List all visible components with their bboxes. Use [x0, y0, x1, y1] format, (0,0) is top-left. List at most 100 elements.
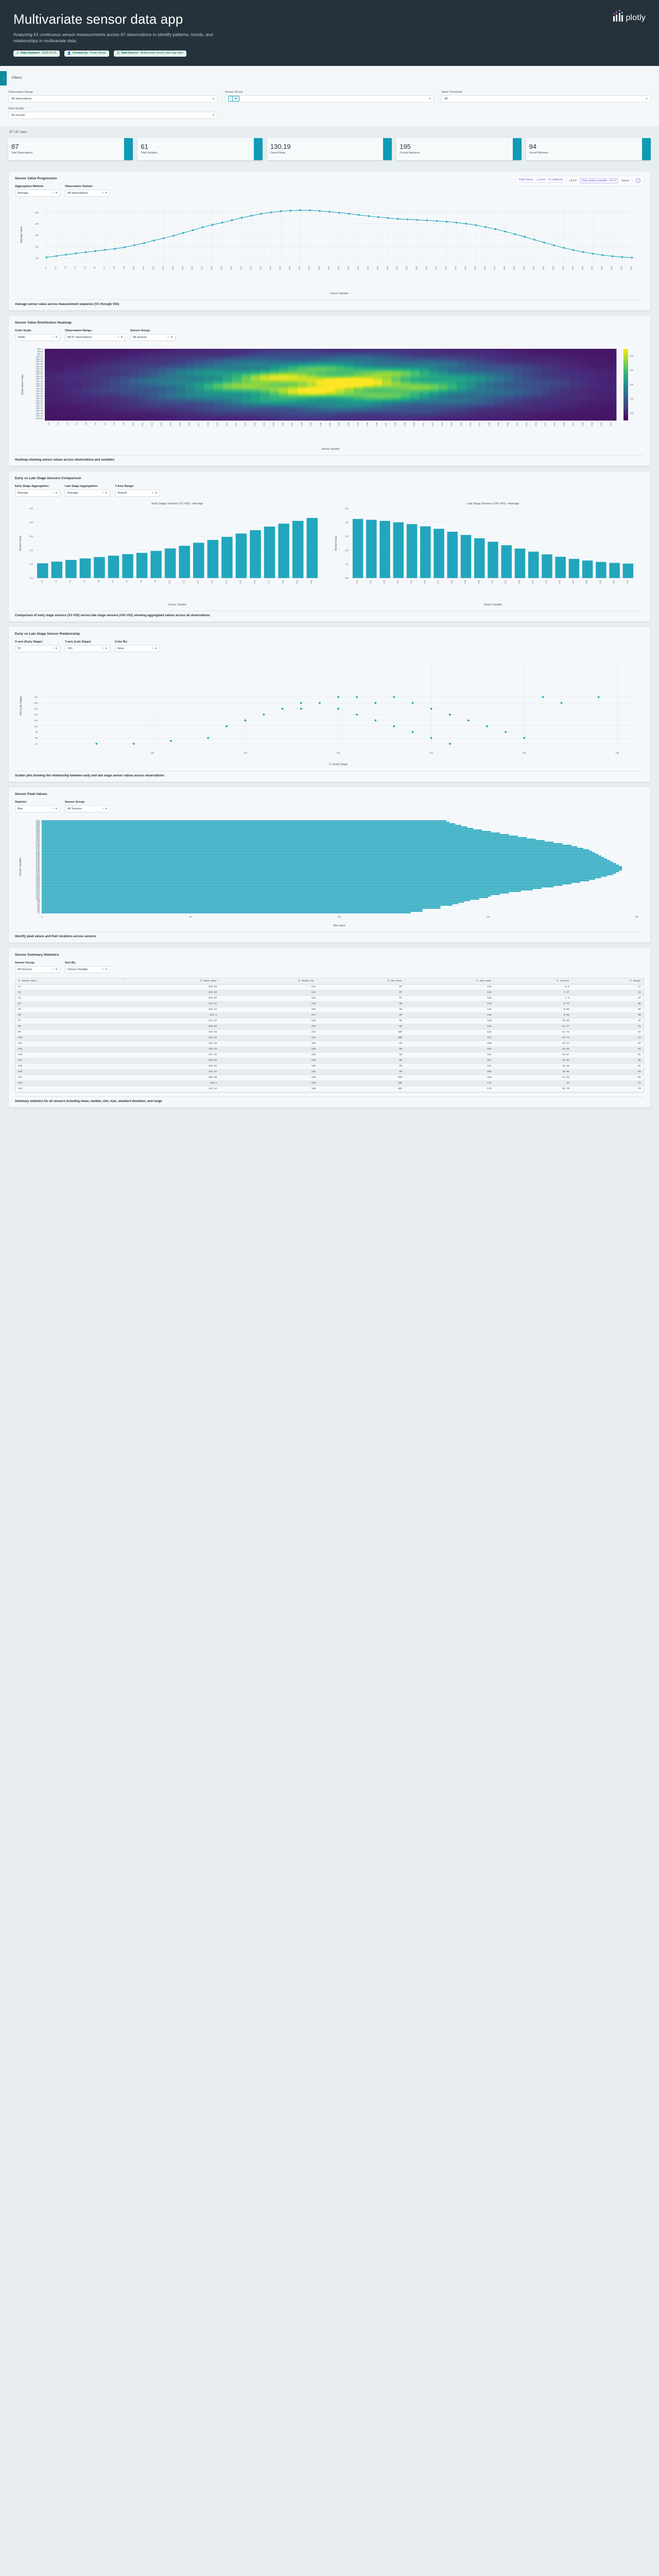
sort-by-select[interactable]: Sensor Variable × ▼ — [65, 965, 110, 973]
table-header-cell[interactable]: ☰ Max Value — [404, 978, 495, 985]
table-row[interactable]: V18 139.1 148 100 172 22 72 — [15, 1080, 644, 1087]
table-cell: 140 — [404, 1018, 494, 1024]
clear-icon[interactable]: × — [52, 807, 54, 810]
clear-icon[interactable]: × — [52, 647, 54, 650]
clear-icon[interactable]: × — [102, 491, 104, 495]
plotly-cloud-link[interactable]: Plotly Cloud — [518, 178, 533, 182]
color-scale-select[interactable]: Viridis × ▼ — [15, 333, 60, 341]
table-cell: 117 — [219, 1012, 319, 1019]
panel-heatmap: Sensor Value Distribution Heatmap Color … — [8, 315, 651, 466]
horizontal-bar-chart-peaks[interactable]: 0 50 100 150 200 V1 V2 V3 V4 V5 V6 V7 V8 V9 V10 V11 V12 V… — [15, 817, 644, 928]
value-threshold-select[interactable]: All ▼ — [441, 95, 651, 103]
table-header-cell[interactable]: ☰ Range — [571, 978, 644, 985]
table-row[interactable]: V9 119.45 122 100 144 11.74 44 — [15, 1029, 644, 1036]
filter-icon[interactable]: ☰ — [387, 979, 390, 982]
clear-icon[interactable]: × — [117, 335, 119, 339]
x-axis-select[interactable]: V1 × ▼ — [15, 645, 60, 652]
table-row[interactable]: V15 132.02 139 99 161 18.36 62 — [15, 1063, 644, 1070]
chevron-down-icon: ▼ — [645, 97, 648, 100]
filter-icon[interactable]: ☰ — [298, 979, 300, 982]
table-row[interactable]: V5 115.13 116 98 134 8.68 36 — [15, 1007, 644, 1013]
table-row[interactable]: V1 110.59 111 97 124 6.9 27 — [15, 984, 644, 990]
early-aggregation-select[interactable]: Average × ▼ — [15, 489, 60, 497]
table-cell: 127.42 — [124, 1052, 220, 1058]
svg-text:V20: V20 — [230, 266, 233, 270]
observation-range-select[interactable]: All observations ▼ — [8, 95, 218, 103]
table-header-cell[interactable]: ☰ Mean Value — [124, 978, 220, 985]
data-quality-select[interactable]: All records ▼ — [8, 111, 218, 119]
table-row[interactable]: V13 127.42 132 99 154 15.67 55 — [15, 1052, 644, 1058]
control-label: Aggregation Method: — [15, 184, 44, 188]
filter-icon[interactable]: ☰ — [18, 979, 21, 982]
filter-value-threshold: Value Threshold All ▼ — [441, 91, 651, 103]
table-row[interactable]: V6 116.1 117 99 138 9.03 39 — [15, 1012, 644, 1019]
clear-icon[interactable]: × — [102, 647, 104, 650]
filter-icon[interactable]: ☰ — [629, 979, 632, 982]
y-axis-range-select[interactable]: Shared × ▼ — [115, 489, 160, 497]
svg-text:V19: V19 — [220, 266, 223, 270]
select-value: All records — [11, 113, 25, 117]
badge-label: Data Source: — [121, 51, 139, 55]
table-row[interactable]: V16 134.37 142 99 165 19.85 66 — [15, 1069, 644, 1075]
table-row[interactable]: V3 112.95 113 97 128 7.4 31 — [15, 995, 644, 1002]
table-row[interactable]: V17 136.98 146 100 168 21.35 68 — [15, 1075, 644, 1081]
table-row[interactable]: V2 111.83 113 97 128 7.37 31 — [15, 990, 644, 996]
statistic-select[interactable]: Max × ▼ — [15, 805, 60, 812]
clear-icon[interactable]: × — [167, 335, 169, 339]
panel-footer: Heatmap showing sensor values across obs… — [15, 454, 644, 462]
svg-text:V14: V14 — [171, 266, 174, 270]
svg-text:V57: V57 — [591, 266, 594, 270]
clear-icon[interactable]: × — [152, 491, 154, 495]
table-row[interactable]: V14 129.62 135 99 157 16.81 58 — [15, 1058, 644, 1064]
late-aggregation-select[interactable]: Average × ▼ — [65, 489, 110, 497]
observation-subset-select[interactable]: All observations × ▼ — [65, 189, 110, 197]
clear-icon[interactable]: × — [102, 807, 104, 810]
aggregation-method-select[interactable]: Average × ▼ — [15, 189, 60, 197]
errors-link[interactable]: △ Errors — [535, 178, 546, 182]
sensor-group-select[interactable]: All sensors × ▼ — [130, 333, 176, 341]
table-header-cell[interactable]: ☰ Median Va... — [219, 978, 319, 985]
filter-icon[interactable]: ☰ — [476, 979, 478, 982]
remove-token-icon[interactable]: × — [229, 96, 233, 101]
table-header-cell[interactable]: ☰ Sensor Varia... — [15, 978, 124, 985]
table-row[interactable]: V12 125.44 128 99 151 14.58 52 — [15, 1046, 644, 1053]
line-chart-sensor-progression[interactable]: 110 120 130 140 150 V1 V2 V3 V4 V5 V6 V7 V8 V9 V10 V11 V… — [15, 201, 644, 296]
dash-update-badge[interactable]: Dash update available - v4.0.0 — [579, 178, 619, 183]
table-cell: 58 — [571, 1058, 644, 1064]
clear-icon[interactable]: × — [52, 968, 54, 971]
table-cell: 99 — [318, 1041, 405, 1047]
table-row[interactable]: V10 121.32 124 100 147 12.73 47 — [15, 1035, 644, 1041]
heatmap-chart[interactable]: Obs 1 Obs 4 Obs 7 Obs 10 Obs 13 Obs 16 Obs 19 O… — [15, 346, 644, 451]
observation-range-select[interactable]: All 87 observations × ▼ — [65, 333, 126, 341]
dash-devtools-bar[interactable]: Plotly Cloud △ Errors ⚙ Callbacks v3.4.0… — [515, 175, 644, 186]
sensor-group-select[interactable]: All Sensors × ▼ — [65, 805, 110, 812]
table-row[interactable]: V8 118.07 119 99 142 11.17 43 — [15, 1024, 644, 1030]
filter-icon[interactable]: ☰ — [556, 979, 559, 982]
table-header-cell[interactable]: ☰ Std Dev — [494, 978, 573, 985]
table-cell: 117.15 — [124, 1018, 220, 1024]
clear-icon[interactable]: × — [52, 191, 54, 195]
sensor-group-token[interactable]: × All — [228, 96, 239, 102]
callbacks-link[interactable]: ⚙ Callbacks — [548, 178, 563, 182]
sensor-group-select[interactable]: × All ▼ — [224, 95, 435, 103]
sensor-group-select[interactable]: All Sensors × ▼ — [15, 965, 60, 973]
color-by-select[interactable]: None × ▼ — [115, 645, 160, 652]
table-row[interactable]: V19 141.11 150 101 175 22.79 74 — [15, 1086, 644, 1092]
clear-icon[interactable]: × — [52, 491, 54, 495]
filter-icon[interactable]: ☰ — [200, 979, 202, 982]
scatter-chart[interactable]: 94 96 98 100 102 104 106 108 110 100 105 110 115 120 1… — [15, 657, 644, 767]
clear-icon[interactable]: × — [102, 191, 104, 195]
svg-text:140: 140 — [35, 223, 39, 225]
devtools-toggle-icon[interactable]: » — [636, 178, 640, 183]
clear-icon[interactable]: × — [152, 647, 154, 650]
table-row[interactable]: V4 114.11 115 99 134 8.74 35 — [15, 1001, 644, 1007]
y-axis-select[interactable]: V61 × ▼ — [65, 645, 110, 652]
table-row[interactable]: V11 123.16 126 99 150 13.47 49 — [15, 1041, 644, 1047]
summary-table-wrapper[interactable]: ☰ Sensor Varia... ☰ Mean Value ☰ Median Va...… — [15, 977, 644, 1093]
table-row[interactable]: V7 117.15 118 98 140 10.45 42 — [15, 1018, 644, 1024]
svg-text:V29: V29 — [318, 266, 320, 270]
table-header-cell[interactable]: ☰ Min Value — [318, 978, 405, 985]
clear-icon[interactable]: × — [102, 968, 104, 971]
clear-icon[interactable]: × — [52, 335, 54, 339]
bar-charts-comparison[interactable]: 100 110 120 130 140 150 V1 V2 V3 V4 V5 V6 V7 V8 V9 V10 V… — [15, 501, 644, 607]
